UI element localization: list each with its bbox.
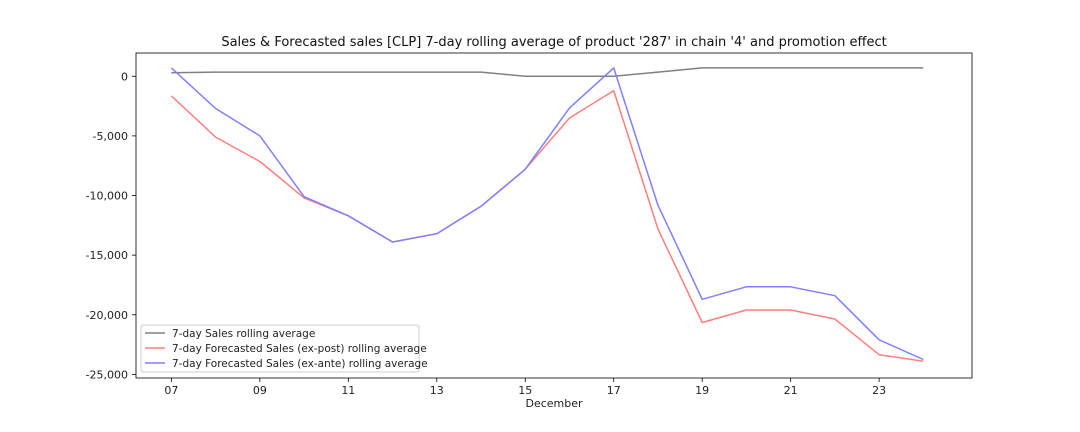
x-tick-label: 11	[341, 384, 355, 397]
y-tick-label: -20,000	[86, 309, 128, 322]
series-line-1	[171, 67, 924, 78]
y-tick-label: -10,000	[86, 190, 128, 203]
x-tick-label: 13	[430, 384, 444, 397]
chart-title: Sales & Forecasted sales [CLP] 7-day rol…	[221, 35, 886, 50]
x-axis-label: December	[525, 397, 583, 410]
x-tick-label: 09	[253, 384, 267, 397]
legend-label: 7-day Forecasted Sales (ex-post) rolling…	[172, 343, 427, 355]
legend-label: 7-day Sales rolling average	[172, 328, 315, 340]
y-tick-label: -15,000	[86, 249, 128, 262]
legend: 7-day Sales rolling average 7-day Forecas…	[140, 324, 428, 373]
x-axis: 07 09 11 13 15 17 19 21 23	[164, 378, 886, 397]
y-axis: 0 -5,000 -10,000 -15,000 -20,000 -25,000	[86, 70, 136, 381]
y-tick-label: 0	[121, 70, 128, 83]
series-line-3	[170, 67, 924, 361]
x-tick-label: 19	[695, 384, 709, 397]
legend-box	[140, 324, 420, 373]
series-line-2	[170, 89, 924, 363]
plot-frame	[135, 52, 973, 379]
x-tick-label: 15	[518, 384, 532, 397]
series-layer	[170, 67, 924, 363]
legend-label: 7-day Forecasted Sales (ex-ante) rolling…	[172, 358, 428, 370]
x-tick-label: 23	[872, 384, 886, 397]
x-tick-label: 17	[607, 384, 621, 397]
y-tick-label: -25,000	[86, 368, 128, 381]
x-tick-label: 21	[784, 384, 798, 397]
y-tick-label: -5,000	[93, 130, 128, 143]
x-tick-label: 07	[164, 384, 178, 397]
